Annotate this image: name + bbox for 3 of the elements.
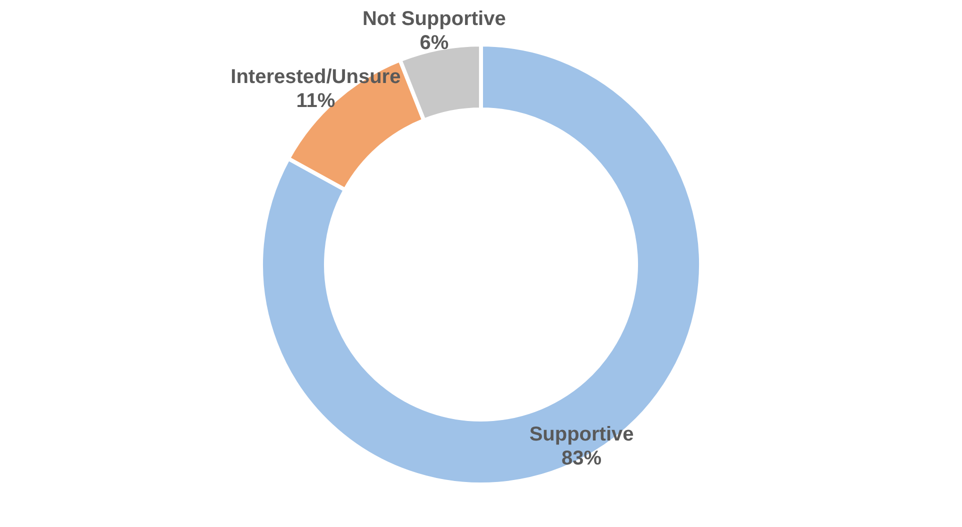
- data-label: 11%: [296, 90, 336, 112]
- data-label: 6%: [420, 32, 449, 54]
- slice-label: Not Supportive: [362, 8, 506, 30]
